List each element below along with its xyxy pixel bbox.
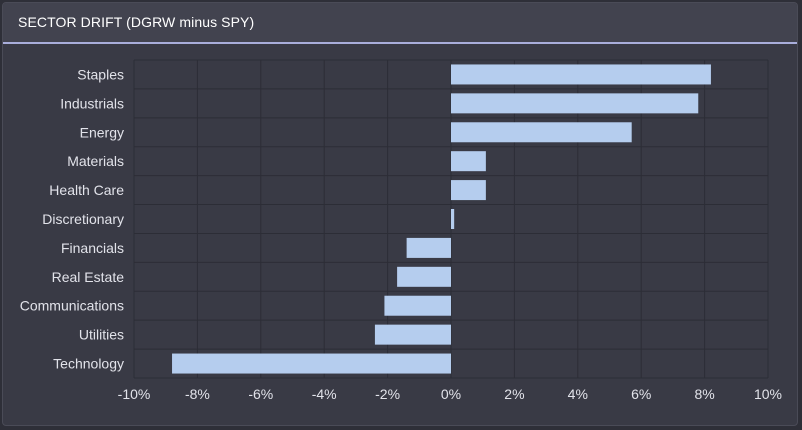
category-label: Technology xyxy=(53,356,124,372)
bar-discretionary xyxy=(451,209,455,229)
category-label: Financials xyxy=(61,240,124,256)
panel-title: SECTOR DRIFT (DGRW minus SPY) xyxy=(18,14,255,30)
x-tick-label: -10% xyxy=(118,386,151,402)
category-label: Discretionary xyxy=(42,211,124,227)
x-tick-label: -8% xyxy=(185,386,210,402)
category-label: Health Care xyxy=(49,182,124,198)
bar-technology xyxy=(172,353,452,374)
bar-health-care xyxy=(451,180,486,201)
bar-communications xyxy=(384,295,451,316)
x-tick-label: -6% xyxy=(248,386,273,402)
bar-energy xyxy=(451,122,632,143)
category-label: Energy xyxy=(80,124,124,140)
panel-header: SECTOR DRIFT (DGRW minus SPY) xyxy=(3,3,797,44)
category-label: Utilities xyxy=(79,327,124,343)
bar-financials xyxy=(406,237,451,258)
bar-materials xyxy=(451,151,486,172)
x-tick-label: 4% xyxy=(568,386,588,402)
x-tick-label: -4% xyxy=(312,386,337,402)
x-tick-label: 8% xyxy=(694,386,714,402)
x-tick-label: 6% xyxy=(631,386,651,402)
category-label: Materials xyxy=(67,153,124,169)
category-label: Real Estate xyxy=(52,269,125,285)
bar-industrials xyxy=(451,93,699,114)
bar-staples xyxy=(451,64,711,85)
category-label: Staples xyxy=(77,66,124,82)
x-tick-label: 2% xyxy=(504,386,524,402)
x-tick-label: -2% xyxy=(375,386,400,402)
bar-real-estate xyxy=(397,266,451,287)
x-tick-label: 0% xyxy=(441,386,461,402)
bar-utilities xyxy=(374,324,451,345)
category-label: Communications xyxy=(20,298,124,314)
category-label: Industrials xyxy=(60,95,124,111)
x-tick-label: 10% xyxy=(754,386,782,402)
